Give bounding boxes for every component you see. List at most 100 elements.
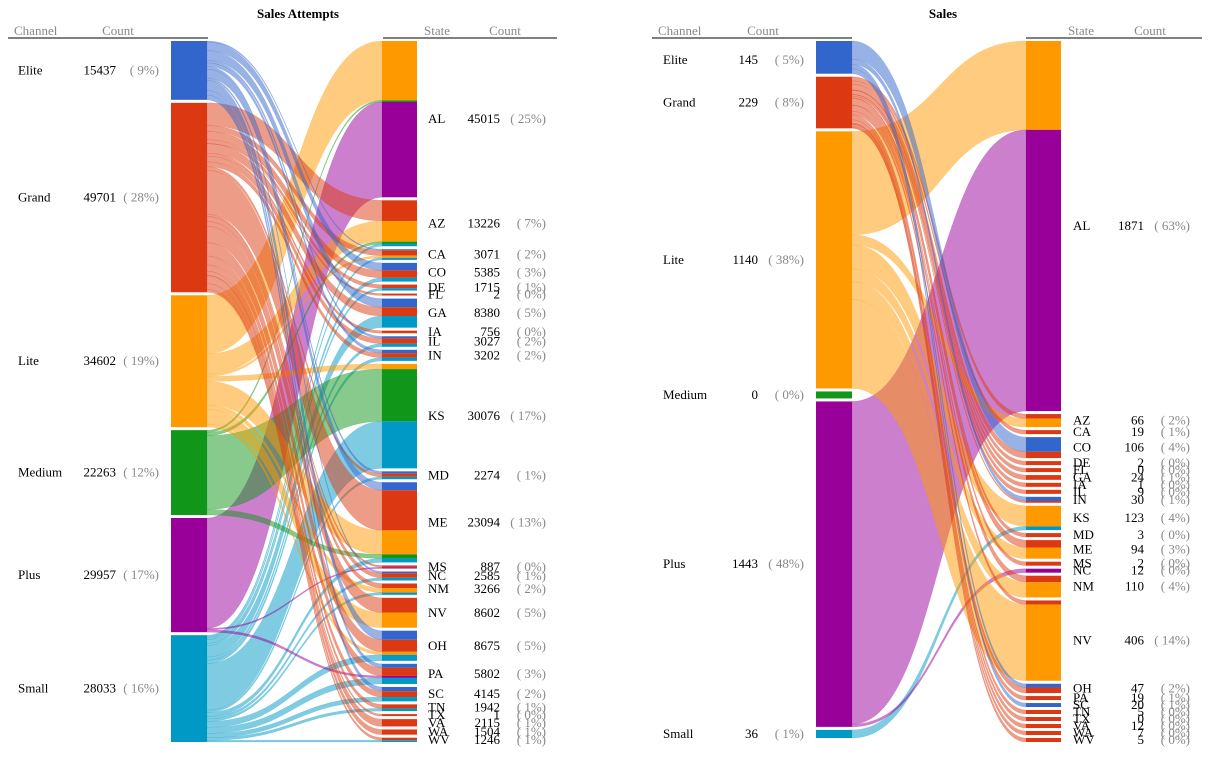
target-label: PA xyxy=(428,666,444,681)
source-pct: ( 8%) xyxy=(775,95,804,110)
target-count: 3202 xyxy=(474,347,500,362)
source-pct: ( 1%) xyxy=(775,726,804,741)
target-node-segment xyxy=(382,284,417,289)
target-count: 3266 xyxy=(474,581,501,596)
target-count: 1504 xyxy=(474,724,501,739)
target-node-segment xyxy=(1026,575,1061,583)
target-node-segment xyxy=(382,567,417,569)
target-node-segment xyxy=(1026,561,1061,566)
target-count: 8380 xyxy=(474,305,500,320)
target-node-segment xyxy=(382,630,417,640)
target-node-segment xyxy=(1026,414,1061,419)
target-node-segment xyxy=(382,255,417,258)
flow-link xyxy=(206,315,383,658)
flow-link xyxy=(206,275,383,727)
target-pct: ( 7%) xyxy=(517,215,546,230)
flow-link xyxy=(851,80,1027,435)
target-node-segment xyxy=(382,558,417,563)
source-node-elite xyxy=(816,41,852,74)
target-label: OH xyxy=(428,638,447,653)
target-pct: ( 0%) xyxy=(1161,704,1190,719)
target-count: 20 xyxy=(1131,697,1144,712)
target-pct: ( 25%) xyxy=(510,111,546,126)
target-label: GA xyxy=(428,305,447,320)
target-node-segment xyxy=(382,583,417,589)
target-label: NV xyxy=(428,605,447,620)
target-node-segment xyxy=(382,482,417,491)
source-count: 15437 xyxy=(84,62,117,77)
source-count: 49701 xyxy=(84,190,117,205)
target-node-segment xyxy=(1026,568,1061,573)
target-pct: ( 17%) xyxy=(510,408,546,423)
target-count: 9 xyxy=(1138,484,1145,499)
target-node-segment xyxy=(382,697,417,702)
target-count: 406 xyxy=(1125,633,1145,648)
target-pct: ( 5%) xyxy=(517,605,546,620)
target-node-segment xyxy=(1026,533,1061,538)
target-node-segment xyxy=(1026,475,1061,480)
target-node-segment xyxy=(382,220,417,242)
target-pct: ( 0%) xyxy=(517,324,546,339)
target-count: 1 xyxy=(494,707,501,722)
source-label: Small xyxy=(663,726,694,741)
target-node-segment xyxy=(382,473,417,477)
target-count: 2 xyxy=(1138,455,1145,470)
sankey-panel-2: Sales Channel Count State Count Elite 145 ( 5%)… xyxy=(652,6,1202,747)
source-count: 34602 xyxy=(84,353,117,368)
target-count: 94 xyxy=(1131,541,1145,556)
target-node-segment xyxy=(382,257,417,260)
source-count: 145 xyxy=(739,52,759,67)
target-pct: ( 0%) xyxy=(1161,462,1190,477)
target-pct: ( 4%) xyxy=(1161,510,1190,525)
target-pct: ( 2%) xyxy=(517,247,546,262)
flow-link xyxy=(851,568,1027,728)
target-node-segment xyxy=(1026,489,1061,494)
target-label: AZ xyxy=(1073,413,1090,428)
header-channel: Channel xyxy=(658,23,702,38)
target-pct: ( 1%) xyxy=(1161,492,1190,507)
target-node-segment xyxy=(382,249,417,251)
target-label: NC xyxy=(1073,563,1091,578)
target-pct: ( 0%) xyxy=(1161,477,1190,492)
flow-link xyxy=(851,89,1027,466)
target-pct: ( 1%) xyxy=(517,568,546,583)
target-node-segment xyxy=(382,597,417,613)
source-pct: ( 5%) xyxy=(775,52,804,67)
target-node-segment xyxy=(1026,724,1061,728)
flow-link xyxy=(851,526,1027,739)
target-node-segment xyxy=(382,471,417,474)
target-label: TX xyxy=(428,707,446,722)
target-node-segment xyxy=(382,592,417,595)
target-node-segment xyxy=(382,343,417,347)
target-label: IN xyxy=(428,347,442,362)
target-node-segment xyxy=(382,565,417,568)
target-node-segment xyxy=(382,675,417,678)
target-pct: ( 1%) xyxy=(517,715,546,730)
flow-links xyxy=(851,40,1027,743)
target-node-segment xyxy=(382,654,417,661)
target-pct: ( 0%) xyxy=(1161,732,1190,747)
source-node-plus xyxy=(816,401,852,727)
target-label: WV xyxy=(428,732,450,747)
target-node-segment xyxy=(1026,129,1061,412)
target-node-segment xyxy=(382,243,417,247)
source-pct: ( 9%) xyxy=(130,62,159,77)
source-pct: ( 38%) xyxy=(768,252,804,267)
target-count: 8675 xyxy=(474,638,500,653)
target-count: 0 xyxy=(1138,462,1145,477)
target-count: 23094 xyxy=(468,514,501,529)
target-count: 24 xyxy=(1131,469,1145,484)
target-node-segment xyxy=(382,573,417,578)
target-label: IA xyxy=(428,324,442,339)
target-label: CO xyxy=(1073,440,1091,455)
target-count: 5 xyxy=(1138,704,1145,719)
target-pct: ( 1%) xyxy=(1161,690,1190,705)
target-label: KS xyxy=(428,408,445,423)
target-node-segment xyxy=(1026,41,1061,130)
target-pct: ( 0%) xyxy=(1161,718,1190,733)
source-node-small xyxy=(171,635,207,742)
target-node-segment xyxy=(1026,683,1061,688)
target-label: NM xyxy=(1073,579,1094,594)
target-node-segment xyxy=(1026,710,1061,714)
target-node-segment xyxy=(1026,526,1061,531)
